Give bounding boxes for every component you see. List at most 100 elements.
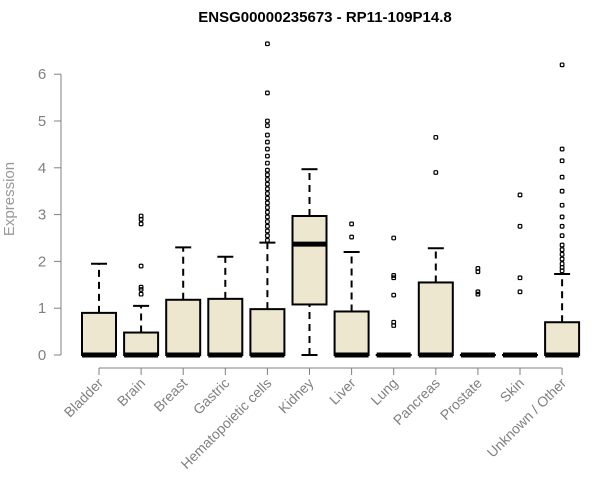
outlier-point [559,146,565,152]
outlier-point [265,191,270,196]
outlier-point [265,195,270,201]
outlier-point [391,235,397,241]
outlier-point [433,170,439,175]
outlier-point [265,177,270,182]
y-axis-label: Expression [1,162,18,236]
box-liver [333,221,370,358]
outlier-point [517,275,523,281]
box-body [123,331,160,357]
outlier-point [391,292,397,298]
x-tick-label: Brain [114,375,148,409]
box-body [333,310,370,357]
outlier-point [559,242,565,248]
outlier-point [517,192,523,198]
box-body [81,311,117,357]
outlier-point [559,188,565,194]
outlier-point [265,172,270,178]
outlier-point [559,256,565,262]
y-tick-label: 1 [38,300,46,317]
outlier-point [559,62,565,68]
box-kidney [291,168,328,356]
outlier-point [559,261,565,267]
outlier-point [265,205,270,210]
y-tick-label: 3 [38,207,46,224]
x-tick-label: Bladder [61,375,107,421]
y-tick-label: 5 [38,113,46,130]
x-tick-label: Lung [367,375,400,408]
box-skin [502,192,538,358]
outlier-point [475,291,481,297]
y-tick-label: 4 [38,160,46,177]
x-tick-label: Kidney [275,375,317,417]
outlier-point [559,251,565,257]
x-tick-label: Pancreas [390,375,443,428]
box-body [249,308,286,356]
outlier-point [559,214,565,220]
outlier-point [265,181,270,187]
outlier-point [265,146,270,152]
outlier-point [138,284,144,290]
outlier-point [265,123,270,129]
box-body [207,297,244,356]
outlier-point [265,200,270,206]
outlier-point [559,174,565,180]
outlier-point [559,233,565,239]
chart-title: ENSG00000235673 - RP11-109P14.8 [198,9,452,26]
y-tick-label: 0 [38,347,46,364]
outlier-point [391,319,397,325]
box-pancreas [417,134,454,358]
outlier-point [138,263,144,269]
outlier-point [265,167,270,173]
outlier-point [559,158,565,164]
x-tick-label: Prostate [437,375,485,423]
box-brain [123,213,160,358]
outlier-point [265,118,270,124]
outlier-point [265,214,270,220]
outlier-point [349,234,354,240]
outlier-point [265,237,270,243]
x-tick-label: Breast [150,375,190,415]
outlier-point [559,265,565,270]
outlier-point [265,209,270,215]
x-tick-label: Liver [326,375,359,408]
outlier-point [475,266,481,271]
outlier-point [517,289,523,295]
box-breast [165,246,202,358]
outlier-point [138,291,144,297]
x-tick-label: Unknown / Other [484,375,570,461]
y-tick-label: 6 [38,66,46,83]
outlier-point [265,132,270,138]
box-body [165,298,202,356]
outlier-point [391,273,397,278]
outlier-point [265,223,270,229]
box-gastric [207,255,244,358]
y-tick-label: 2 [38,253,46,270]
outlier-point [265,186,270,192]
outlier-point [265,228,270,234]
box-hematopoietic-cells [249,41,286,358]
outlier-point [138,287,144,292]
outlier-point [265,153,270,159]
box-body [544,321,581,356]
box-prostate [459,266,496,358]
outlier-point [265,90,270,96]
box-unknown-other [544,62,581,358]
outlier-point [265,233,270,239]
boxes-group [81,41,581,358]
outlier-point [433,134,439,140]
outlier-point [349,221,354,227]
outlier-point [559,202,565,208]
box-body [417,281,454,356]
outlier-point [138,221,144,227]
outlier-point [475,289,481,295]
outlier-point [559,247,565,253]
outlier-point [265,139,270,145]
box-lung [375,235,412,358]
box-body [291,215,328,306]
outlier-point [138,213,144,219]
box-bladder [81,262,117,358]
x-tick-label: Skin [497,375,528,406]
outlier-point [265,160,270,166]
